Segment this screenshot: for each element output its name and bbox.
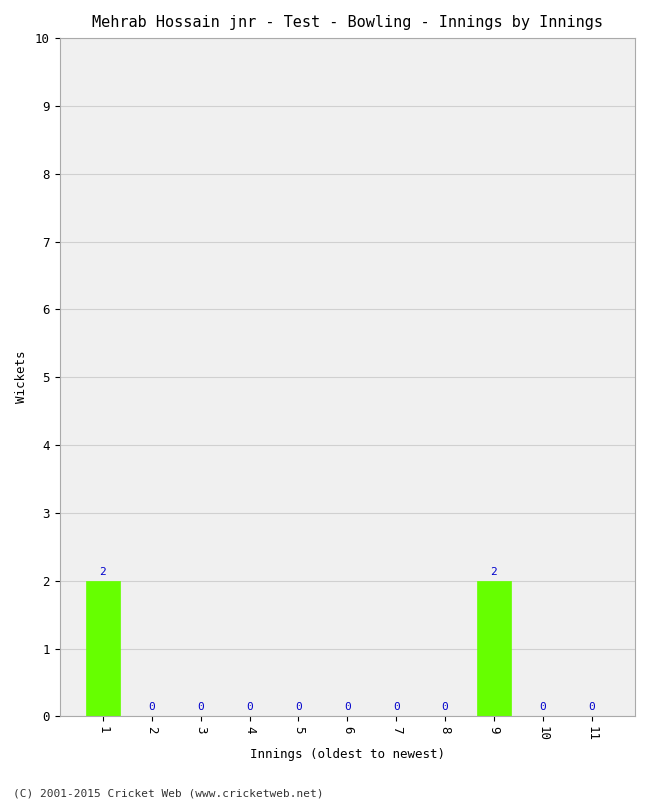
- Y-axis label: Wickets: Wickets: [15, 351, 28, 403]
- Text: 0: 0: [588, 702, 595, 712]
- Text: (C) 2001-2015 Cricket Web (www.cricketweb.net): (C) 2001-2015 Cricket Web (www.cricketwe…: [13, 788, 324, 798]
- Bar: [477, 581, 511, 716]
- Text: 0: 0: [198, 702, 204, 712]
- Bar: [86, 581, 120, 716]
- Text: 0: 0: [540, 702, 546, 712]
- Title: Mehrab Hossain jnr - Test - Bowling - Innings by Innings: Mehrab Hossain jnr - Test - Bowling - In…: [92, 15, 603, 30]
- Text: 0: 0: [148, 702, 155, 712]
- Text: 0: 0: [393, 702, 400, 712]
- Text: 0: 0: [295, 702, 302, 712]
- Text: 2: 2: [99, 566, 107, 577]
- X-axis label: Innings (oldest to newest): Innings (oldest to newest): [250, 748, 445, 761]
- Text: 2: 2: [491, 566, 497, 577]
- Text: 0: 0: [344, 702, 351, 712]
- Text: 0: 0: [442, 702, 448, 712]
- Text: 0: 0: [246, 702, 253, 712]
